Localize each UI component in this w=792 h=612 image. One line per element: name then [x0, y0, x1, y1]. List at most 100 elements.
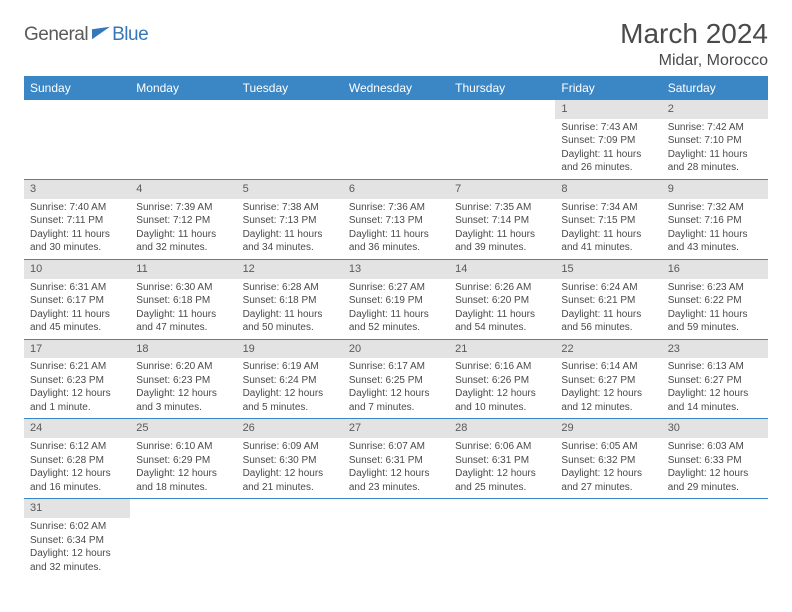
day-line: Daylight: 11 hours — [561, 308, 655, 322]
weekday-header: Saturday — [662, 76, 768, 100]
day-line: and 18 minutes. — [136, 481, 230, 495]
day-line: Daylight: 11 hours — [30, 228, 124, 242]
day-cell: 24Sunrise: 6:12 AMSunset: 6:28 PMDayligh… — [24, 419, 130, 499]
day-body: Sunrise: 6:16 AMSunset: 6:26 PMDaylight:… — [449, 358, 555, 418]
day-line: Sunrise: 6:31 AM — [30, 281, 124, 295]
day-line: and 28 minutes. — [668, 161, 762, 175]
day-number: 30 — [662, 419, 768, 438]
day-line: Daylight: 12 hours — [349, 387, 443, 401]
day-number: 17 — [24, 340, 130, 359]
day-line: and 16 minutes. — [30, 481, 124, 495]
day-body: Sunrise: 6:24 AMSunset: 6:21 PMDaylight:… — [555, 279, 661, 339]
day-line: Daylight: 11 hours — [30, 308, 124, 322]
day-line: Daylight: 12 hours — [561, 467, 655, 481]
day-line: Sunset: 6:29 PM — [136, 454, 230, 468]
day-line: Sunset: 7:15 PM — [561, 214, 655, 228]
day-cell: 16Sunrise: 6:23 AMSunset: 6:22 PMDayligh… — [662, 259, 768, 339]
day-line: Sunset: 7:16 PM — [668, 214, 762, 228]
weekday-header: Thursday — [449, 76, 555, 100]
day-cell: 23Sunrise: 6:13 AMSunset: 6:27 PMDayligh… — [662, 339, 768, 419]
day-number: 24 — [24, 419, 130, 438]
day-number: 18 — [130, 340, 236, 359]
day-line: Sunset: 7:14 PM — [455, 214, 549, 228]
day-body: Sunrise: 7:36 AMSunset: 7:13 PMDaylight:… — [343, 199, 449, 259]
day-line: Daylight: 11 hours — [243, 228, 337, 242]
day-number: 6 — [343, 180, 449, 199]
day-cell: 10Sunrise: 6:31 AMSunset: 6:17 PMDayligh… — [24, 259, 130, 339]
day-line: Sunset: 6:26 PM — [455, 374, 549, 388]
day-line: Sunrise: 6:30 AM — [136, 281, 230, 295]
empty-cell — [343, 100, 449, 179]
day-body: Sunrise: 6:03 AMSunset: 6:33 PMDaylight:… — [662, 438, 768, 498]
day-line: Sunrise: 6:14 AM — [561, 360, 655, 374]
day-body: Sunrise: 6:10 AMSunset: 6:29 PMDaylight:… — [130, 438, 236, 498]
day-number: 4 — [130, 180, 236, 199]
day-line: Sunrise: 6:21 AM — [30, 360, 124, 374]
day-line: and 59 minutes. — [668, 321, 762, 335]
day-number — [449, 499, 555, 518]
calendar-body: 1Sunrise: 7:43 AMSunset: 7:09 PMDaylight… — [24, 100, 768, 578]
header: General Blue March 2024 Midar, Morocco — [24, 18, 768, 70]
day-cell: 6Sunrise: 7:36 AMSunset: 7:13 PMDaylight… — [343, 179, 449, 259]
day-line: and 26 minutes. — [561, 161, 655, 175]
day-line: Daylight: 11 hours — [668, 228, 762, 242]
day-line: Sunrise: 7:42 AM — [668, 121, 762, 135]
day-number — [343, 100, 449, 119]
day-line: Daylight: 12 hours — [136, 387, 230, 401]
day-line: Sunrise: 6:19 AM — [243, 360, 337, 374]
day-line: Sunrise: 6:13 AM — [668, 360, 762, 374]
day-line: and 41 minutes. — [561, 241, 655, 255]
calendar-row: 3Sunrise: 7:40 AMSunset: 7:11 PMDaylight… — [24, 179, 768, 259]
day-line: Daylight: 11 hours — [136, 308, 230, 322]
day-body: Sunrise: 6:17 AMSunset: 6:25 PMDaylight:… — [343, 358, 449, 418]
day-line: and 43 minutes. — [668, 241, 762, 255]
day-line: and 34 minutes. — [243, 241, 337, 255]
day-line: and 32 minutes. — [30, 561, 124, 575]
day-line: Daylight: 11 hours — [561, 148, 655, 162]
day-line: Sunrise: 6:09 AM — [243, 440, 337, 454]
day-number: 21 — [449, 340, 555, 359]
day-body: Sunrise: 7:39 AMSunset: 7:12 PMDaylight:… — [130, 199, 236, 259]
day-line: Sunset: 6:31 PM — [349, 454, 443, 468]
weekday-header: Wednesday — [343, 76, 449, 100]
day-cell: 22Sunrise: 6:14 AMSunset: 6:27 PMDayligh… — [555, 339, 661, 419]
day-body: Sunrise: 6:20 AMSunset: 6:23 PMDaylight:… — [130, 358, 236, 418]
day-line: Sunset: 7:09 PM — [561, 134, 655, 148]
day-line: Sunrise: 6:03 AM — [668, 440, 762, 454]
day-number — [130, 499, 236, 518]
day-number: 19 — [237, 340, 343, 359]
day-cell: 9Sunrise: 7:32 AMSunset: 7:16 PMDaylight… — [662, 179, 768, 259]
day-line: and 14 minutes. — [668, 401, 762, 415]
day-line: Sunset: 7:10 PM — [668, 134, 762, 148]
day-line: Sunrise: 6:17 AM — [349, 360, 443, 374]
day-line: Sunrise: 6:28 AM — [243, 281, 337, 295]
day-number: 14 — [449, 260, 555, 279]
day-cell: 13Sunrise: 6:27 AMSunset: 6:19 PMDayligh… — [343, 259, 449, 339]
day-number: 2 — [662, 100, 768, 119]
day-line: Sunset: 6:21 PM — [561, 294, 655, 308]
day-body: Sunrise: 7:42 AMSunset: 7:10 PMDaylight:… — [662, 119, 768, 179]
day-line: Daylight: 12 hours — [668, 467, 762, 481]
day-line: Sunrise: 7:40 AM — [30, 201, 124, 215]
day-line: Daylight: 12 hours — [30, 467, 124, 481]
day-line: Sunset: 7:11 PM — [30, 214, 124, 228]
day-line: and 30 minutes. — [30, 241, 124, 255]
day-line: and 47 minutes. — [136, 321, 230, 335]
day-line: Sunset: 6:25 PM — [349, 374, 443, 388]
empty-cell — [130, 499, 236, 578]
calendar-row: 24Sunrise: 6:12 AMSunset: 6:28 PMDayligh… — [24, 419, 768, 499]
day-line: and 45 minutes. — [30, 321, 124, 335]
day-cell: 7Sunrise: 7:35 AMSunset: 7:14 PMDaylight… — [449, 179, 555, 259]
day-line: and 12 minutes. — [561, 401, 655, 415]
day-number: 27 — [343, 419, 449, 438]
day-line: Sunrise: 7:43 AM — [561, 121, 655, 135]
day-line: Sunset: 6:28 PM — [30, 454, 124, 468]
day-line: Sunrise: 6:20 AM — [136, 360, 230, 374]
weekday-header: Monday — [130, 76, 236, 100]
day-number: 22 — [555, 340, 661, 359]
day-line: Sunset: 6:22 PM — [668, 294, 762, 308]
day-line: and 23 minutes. — [349, 481, 443, 495]
day-line: Daylight: 11 hours — [243, 308, 337, 322]
day-line: Sunrise: 6:24 AM — [561, 281, 655, 295]
day-line: Daylight: 12 hours — [243, 467, 337, 481]
